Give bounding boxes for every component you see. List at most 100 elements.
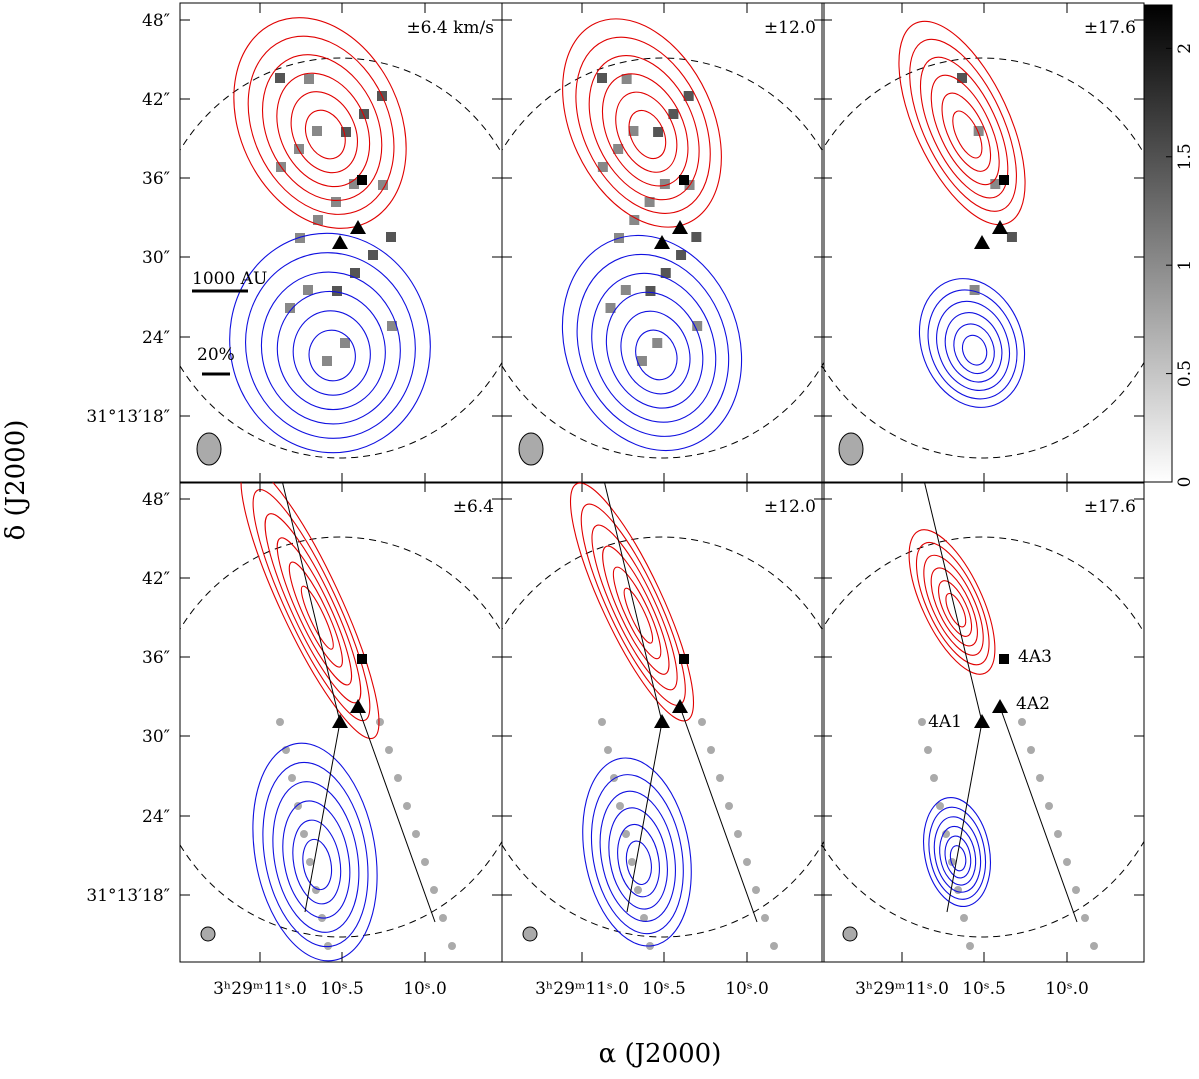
model-dot xyxy=(300,830,308,838)
contour xyxy=(576,253,730,437)
contour xyxy=(300,585,334,650)
source-marker xyxy=(357,654,367,664)
colorbar-tick-label: 1.5 xyxy=(1175,143,1195,170)
pol-scale-label: 20% xyxy=(197,345,235,365)
model-dot xyxy=(779,970,787,978)
contour xyxy=(591,272,717,423)
synth-beam xyxy=(518,432,544,466)
model-dot xyxy=(948,858,956,866)
panel-label: ±12.0 xyxy=(764,18,816,38)
y-tick-label: 48″ xyxy=(142,11,170,31)
x-tick-label: 10ˢ.0 xyxy=(403,979,447,999)
model-dot xyxy=(403,802,411,810)
model-dot xyxy=(788,998,796,1006)
colorbar-tick-label: 1 xyxy=(1175,260,1195,271)
pixel xyxy=(645,286,656,296)
model-dot xyxy=(294,802,302,810)
model-dot xyxy=(966,942,974,950)
contour xyxy=(953,323,995,375)
model-dot xyxy=(1072,886,1080,894)
contour xyxy=(252,489,371,722)
contour xyxy=(282,800,351,919)
contour xyxy=(292,819,342,905)
primary-beam xyxy=(502,536,824,938)
source-marker xyxy=(992,699,1008,713)
model-dot xyxy=(448,942,456,950)
contour xyxy=(930,567,978,647)
pixel xyxy=(303,285,313,295)
contour xyxy=(308,329,356,382)
pixel xyxy=(636,356,647,366)
contour xyxy=(245,252,416,439)
pixel xyxy=(628,126,639,136)
contour xyxy=(252,742,378,962)
colorbar-tick-label: 2 xyxy=(1175,43,1195,54)
x-tick-label: 10ˢ.0 xyxy=(1045,979,1089,999)
contour xyxy=(933,816,982,893)
model-dot xyxy=(978,998,986,1006)
model-dot xyxy=(752,886,760,894)
model-dot xyxy=(348,1054,356,1062)
panel xyxy=(502,482,824,1006)
contour xyxy=(927,289,1018,400)
pixel xyxy=(294,144,304,154)
contour xyxy=(602,545,670,675)
contour xyxy=(276,537,353,686)
model-dot xyxy=(936,802,944,810)
y-tick-label: 24″ xyxy=(142,328,170,348)
model-dot xyxy=(475,1026,483,1034)
source-marker xyxy=(974,235,990,249)
y-tick-label: 36″ xyxy=(142,648,170,668)
pixel xyxy=(350,268,360,278)
source-marker xyxy=(672,699,688,713)
pixel xyxy=(644,197,655,207)
model-dot xyxy=(761,914,769,922)
jet-arrow xyxy=(281,482,341,723)
model-dot xyxy=(634,886,642,894)
model-dot xyxy=(743,858,751,866)
contour xyxy=(260,271,401,425)
model-dot xyxy=(276,718,284,726)
model-dot xyxy=(376,718,384,726)
panel-frame xyxy=(501,481,825,963)
source-marker xyxy=(672,220,688,234)
contour xyxy=(591,524,678,691)
pixel xyxy=(313,215,323,225)
contour xyxy=(608,807,668,910)
contour xyxy=(261,54,383,202)
pixel xyxy=(597,73,607,83)
contour xyxy=(928,806,987,900)
model-dot xyxy=(604,746,612,754)
source-marker xyxy=(654,235,670,249)
contour xyxy=(918,278,1026,408)
contour xyxy=(945,592,967,628)
pixel xyxy=(312,126,322,136)
pixel xyxy=(304,74,314,84)
model-dot xyxy=(430,886,438,894)
contour xyxy=(938,580,973,637)
contour xyxy=(575,36,711,214)
model-dot xyxy=(1063,858,1071,866)
model-dot xyxy=(421,858,429,866)
model-dot xyxy=(930,774,938,782)
y-tick-label: 30″ xyxy=(142,727,170,747)
model-dot xyxy=(1027,746,1035,754)
contour xyxy=(276,290,386,411)
synth-beam xyxy=(196,432,222,466)
y-tick-label: 30″ xyxy=(142,248,170,268)
contour xyxy=(561,234,743,452)
pixel xyxy=(990,179,1001,189)
contour xyxy=(605,291,704,409)
contour xyxy=(617,823,660,898)
jet-arrow xyxy=(626,721,663,913)
panel-label: ±6.4 xyxy=(453,497,494,517)
pixel xyxy=(378,180,388,190)
colorbar-tick-label: 0.5 xyxy=(1175,360,1195,387)
source-marker xyxy=(654,714,670,728)
contour xyxy=(944,312,1003,383)
model-dot xyxy=(1090,942,1098,950)
panel-frame xyxy=(501,2,825,484)
primary-beam xyxy=(822,57,1144,459)
panel xyxy=(502,18,824,466)
